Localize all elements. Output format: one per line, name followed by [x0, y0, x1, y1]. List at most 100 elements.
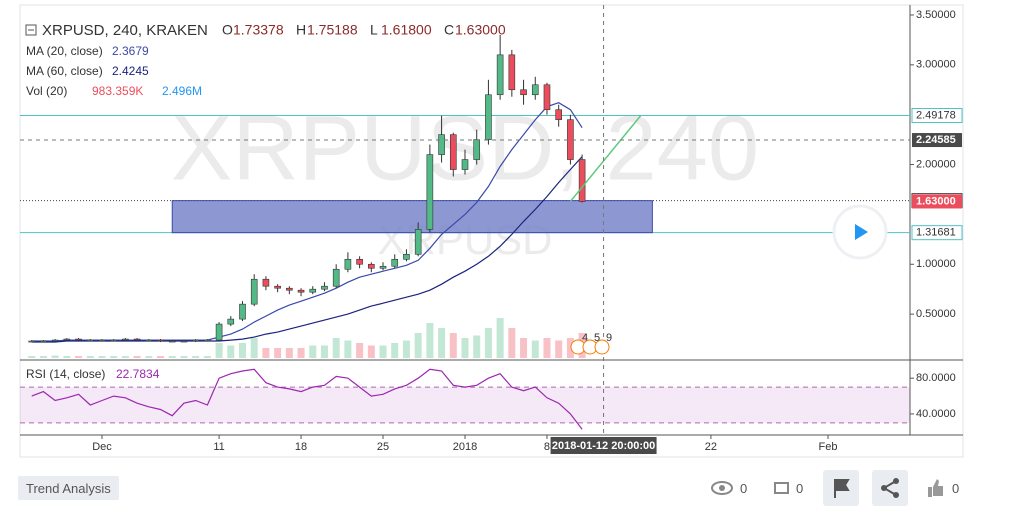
last-price-label: 1.63000 — [916, 195, 956, 207]
volume-bar — [449, 333, 457, 358]
volume-bar — [28, 356, 36, 358]
ohlc: O 1.73378 H 1.75188 L 1.61800 C 1.63000 — [222, 22, 506, 38]
price-tag-label: 2.49178 — [916, 109, 956, 121]
legend-name: Vol (20) — [26, 84, 67, 98]
candle-body — [63, 338, 71, 341]
last-price-tag — [912, 194, 962, 209]
candle-body — [215, 323, 223, 341]
candle-body — [356, 258, 363, 265]
candle-body — [309, 288, 317, 293]
play-icon — [855, 224, 868, 240]
crosshair-y-label: 2.24585 — [916, 134, 956, 146]
share-button[interactable] — [872, 470, 908, 506]
volume-bar — [262, 348, 270, 358]
rsi-tick-label: 40.0000 — [916, 408, 956, 420]
y-tick-label: 3.00000 — [916, 59, 956, 71]
ohlc-value: 1.61800 — [381, 22, 432, 38]
candle-body — [391, 258, 399, 267]
volume-bar — [414, 333, 422, 358]
collapse-icon[interactable] — [25, 24, 37, 36]
volume-bar — [543, 338, 551, 358]
candle-body — [461, 159, 469, 170]
candle-body — [51, 339, 59, 342]
legend-value: 2.3679 — [112, 44, 149, 58]
volume-bar — [227, 345, 235, 358]
volume-bar — [145, 356, 153, 358]
x-tick-label: 8 — [544, 441, 550, 453]
comments-icon — [774, 482, 789, 494]
candle-body — [520, 89, 527, 96]
rsi-line — [31, 368, 583, 430]
candle-body — [496, 54, 504, 96]
candle-body — [368, 263, 375, 269]
volume-bar — [203, 356, 211, 358]
candle-body — [555, 109, 562, 120]
chart: XRPUSD, 240 XRPUSD XRPUSD, 240, KRAKEN O… — [19, 4, 964, 458]
volume-bar — [309, 345, 317, 358]
volume-bar — [332, 338, 340, 358]
candle-body — [578, 159, 586, 202]
candle-body — [543, 84, 551, 111]
price-tag — [911, 225, 963, 241]
candle-body — [379, 265, 387, 269]
event-label: 9 — [606, 332, 612, 344]
candle-body — [438, 134, 445, 155]
candle-body — [204, 339, 211, 342]
candle-body — [227, 318, 235, 325]
candle-body — [473, 139, 481, 160]
volume-bar — [426, 323, 434, 358]
volume-bar — [379, 345, 387, 358]
watermark: XRPUSD, 240 — [171, 97, 759, 199]
event-icon — [594, 339, 610, 355]
ohlc-value: 1.75188 — [307, 22, 358, 38]
candle-body — [98, 339, 106, 342]
x-tick-label: 22 — [705, 441, 717, 453]
main-pane — [20, 34, 910, 358]
candle-body — [485, 94, 492, 140]
y-tick-label: 1.00000 — [916, 258, 956, 270]
volume-bar — [461, 338, 469, 358]
volume-bar — [356, 343, 364, 358]
candle-body — [426, 154, 434, 230]
candle-body — [122, 338, 129, 341]
volume-bar — [566, 338, 574, 358]
volume-bar — [192, 356, 200, 358]
views-icon — [711, 481, 733, 495]
event-label: 4 — [582, 332, 588, 344]
volume-bar — [438, 328, 446, 358]
candle-body — [28, 340, 36, 343]
volume-bar — [215, 343, 223, 358]
candle-body — [508, 54, 516, 91]
candle-body — [297, 289, 305, 293]
tag[interactable]: Trend Analysis — [18, 476, 119, 500]
candle-body — [40, 340, 47, 343]
x-tick-label: 25 — [377, 441, 389, 453]
ohlc-key: L — [370, 22, 378, 38]
event-label: 5 — [594, 332, 600, 344]
flag-button[interactable] — [823, 470, 859, 506]
volume-bar — [496, 318, 504, 358]
volume-bar — [63, 356, 71, 358]
candle-body — [86, 339, 94, 342]
likes-count: 0 — [952, 480, 960, 496]
x-tick-label: Dec — [92, 441, 112, 453]
volume-bar — [239, 343, 246, 358]
volume-bar — [555, 340, 563, 358]
candle-body — [145, 339, 153, 342]
ohlc-key: H — [296, 22, 306, 38]
volume-bar — [98, 356, 106, 358]
candle-body — [192, 339, 199, 342]
candle-body — [239, 303, 246, 320]
like-icon[interactable] — [925, 476, 945, 500]
ohlc-value: 1.73378 — [233, 22, 284, 38]
volume-bar — [473, 335, 481, 358]
candle-body — [332, 268, 340, 287]
x-tick-label: 18 — [295, 441, 307, 453]
candle-body — [414, 229, 422, 255]
candle-body — [321, 285, 328, 290]
volume-bar — [484, 328, 492, 358]
candle-body — [180, 340, 188, 343]
ohlc-value: 1.63000 — [455, 22, 506, 38]
volume-bar — [180, 356, 188, 358]
